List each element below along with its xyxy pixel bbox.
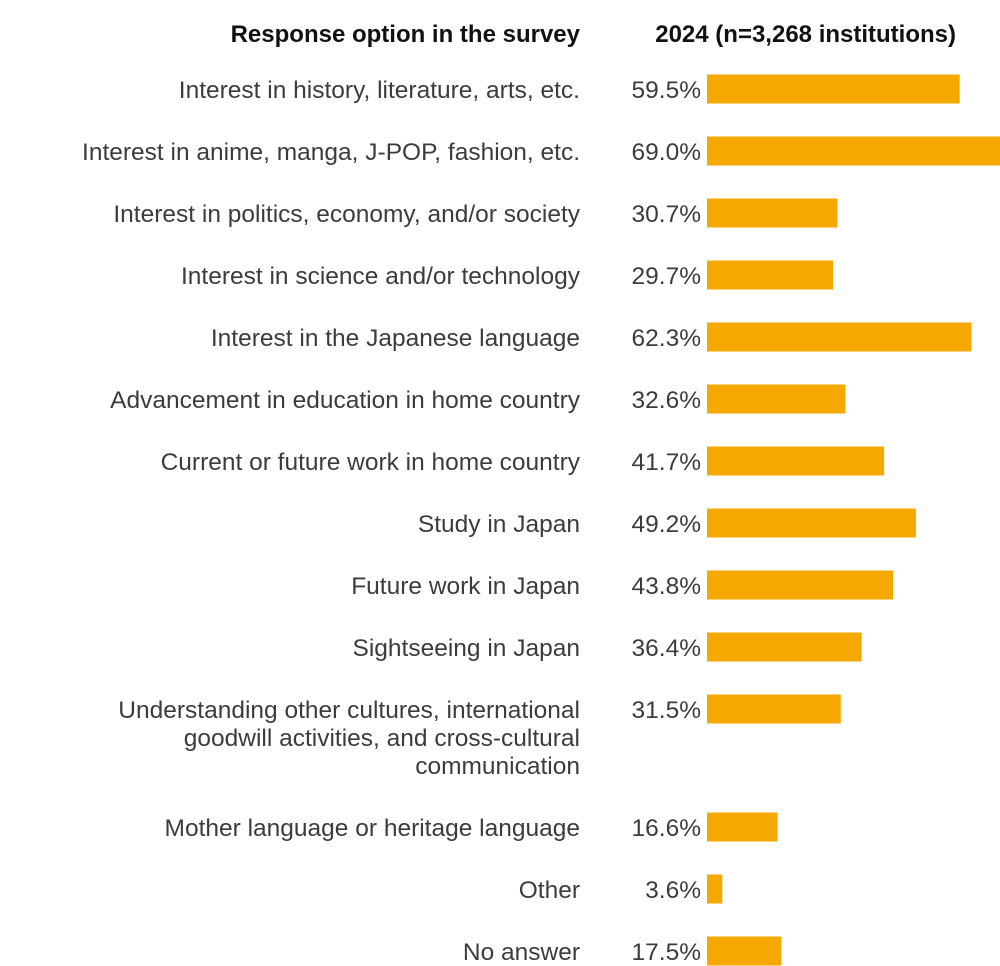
bar: [707, 198, 838, 228]
value-label: 17.5%: [632, 939, 701, 966]
category-label: Interest in anime, manga, J-POP, fashion…: [82, 139, 580, 166]
value-label: 59.5%: [632, 77, 701, 104]
bar: [707, 446, 885, 476]
category-label-line: Interest in history, literature, arts, e…: [179, 77, 580, 104]
value-label: 31.5%: [632, 697, 701, 724]
bar: [707, 260, 834, 290]
bar: [707, 322, 972, 352]
category-label: Other: [519, 877, 580, 904]
value-label: 32.6%: [632, 387, 701, 414]
category-label: Interest in history, literature, arts, e…: [179, 77, 580, 104]
value-label: 43.8%: [632, 573, 701, 600]
value-label: 36.4%: [632, 635, 701, 662]
value-label: 49.2%: [632, 511, 701, 538]
category-label-line: Study in Japan: [418, 511, 580, 538]
category-label-line: Interest in the Japanese language: [211, 325, 580, 352]
chart-rows: Interest in history, literature, arts, e…: [82, 74, 1000, 966]
bar: [707, 936, 782, 966]
bar: [707, 508, 916, 538]
value-label: 29.7%: [632, 263, 701, 290]
category-label-line: Current or future work in home country: [161, 449, 581, 476]
value-label: 69.0%: [632, 139, 701, 166]
category-label-line: Interest in politics, economy, and/or so…: [113, 201, 580, 228]
category-label-line: Mother language or heritage language: [165, 815, 580, 842]
category-label-line: Interest in science and/or technology: [181, 263, 581, 290]
category-label-line: Interest in anime, manga, J-POP, fashion…: [82, 139, 580, 166]
bar: [707, 74, 960, 104]
bar: [707, 632, 862, 662]
value-column-header: 2024 (n=3,268 institutions): [655, 21, 956, 48]
category-label: Interest in the Japanese language: [211, 325, 580, 352]
bar: [707, 874, 723, 904]
bar: [707, 384, 846, 414]
category-label: Understanding other cultures, internatio…: [118, 697, 580, 780]
category-label: Interest in science and/or technology: [181, 263, 581, 290]
category-label: Advancement in education in home country: [110, 387, 581, 414]
value-label: 3.6%: [645, 877, 701, 904]
category-label-line: Other: [519, 877, 580, 904]
category-label: Interest in politics, economy, and/or so…: [113, 201, 580, 228]
category-label: Mother language or heritage language: [165, 815, 580, 842]
category-label: Future work in Japan: [351, 573, 580, 600]
category-label-line: Future work in Japan: [351, 573, 580, 600]
value-label: 41.7%: [632, 449, 701, 476]
category-label-line: Sightseeing in Japan: [353, 635, 580, 662]
value-label: 30.7%: [632, 201, 701, 228]
category-label-line: Advancement in education in home country: [110, 387, 581, 414]
bar: [707, 136, 1000, 166]
category-label-line: No answer: [463, 939, 580, 966]
value-label: 16.6%: [632, 815, 701, 842]
category-label-line: goodwill activities, and cross-cultural: [184, 725, 580, 752]
category-label: Current or future work in home country: [161, 449, 581, 476]
category-label-line: communication: [415, 753, 580, 780]
bar: [707, 694, 841, 724]
value-label: 62.3%: [632, 325, 701, 352]
category-label: Study in Japan: [418, 511, 580, 538]
category-column-header: Response option in the survey: [231, 21, 581, 48]
category-label: No answer: [463, 939, 580, 966]
bar: [707, 570, 893, 600]
category-label: Sightseeing in Japan: [353, 635, 580, 662]
bar: [707, 812, 778, 842]
category-label-line: Understanding other cultures, internatio…: [118, 697, 580, 724]
